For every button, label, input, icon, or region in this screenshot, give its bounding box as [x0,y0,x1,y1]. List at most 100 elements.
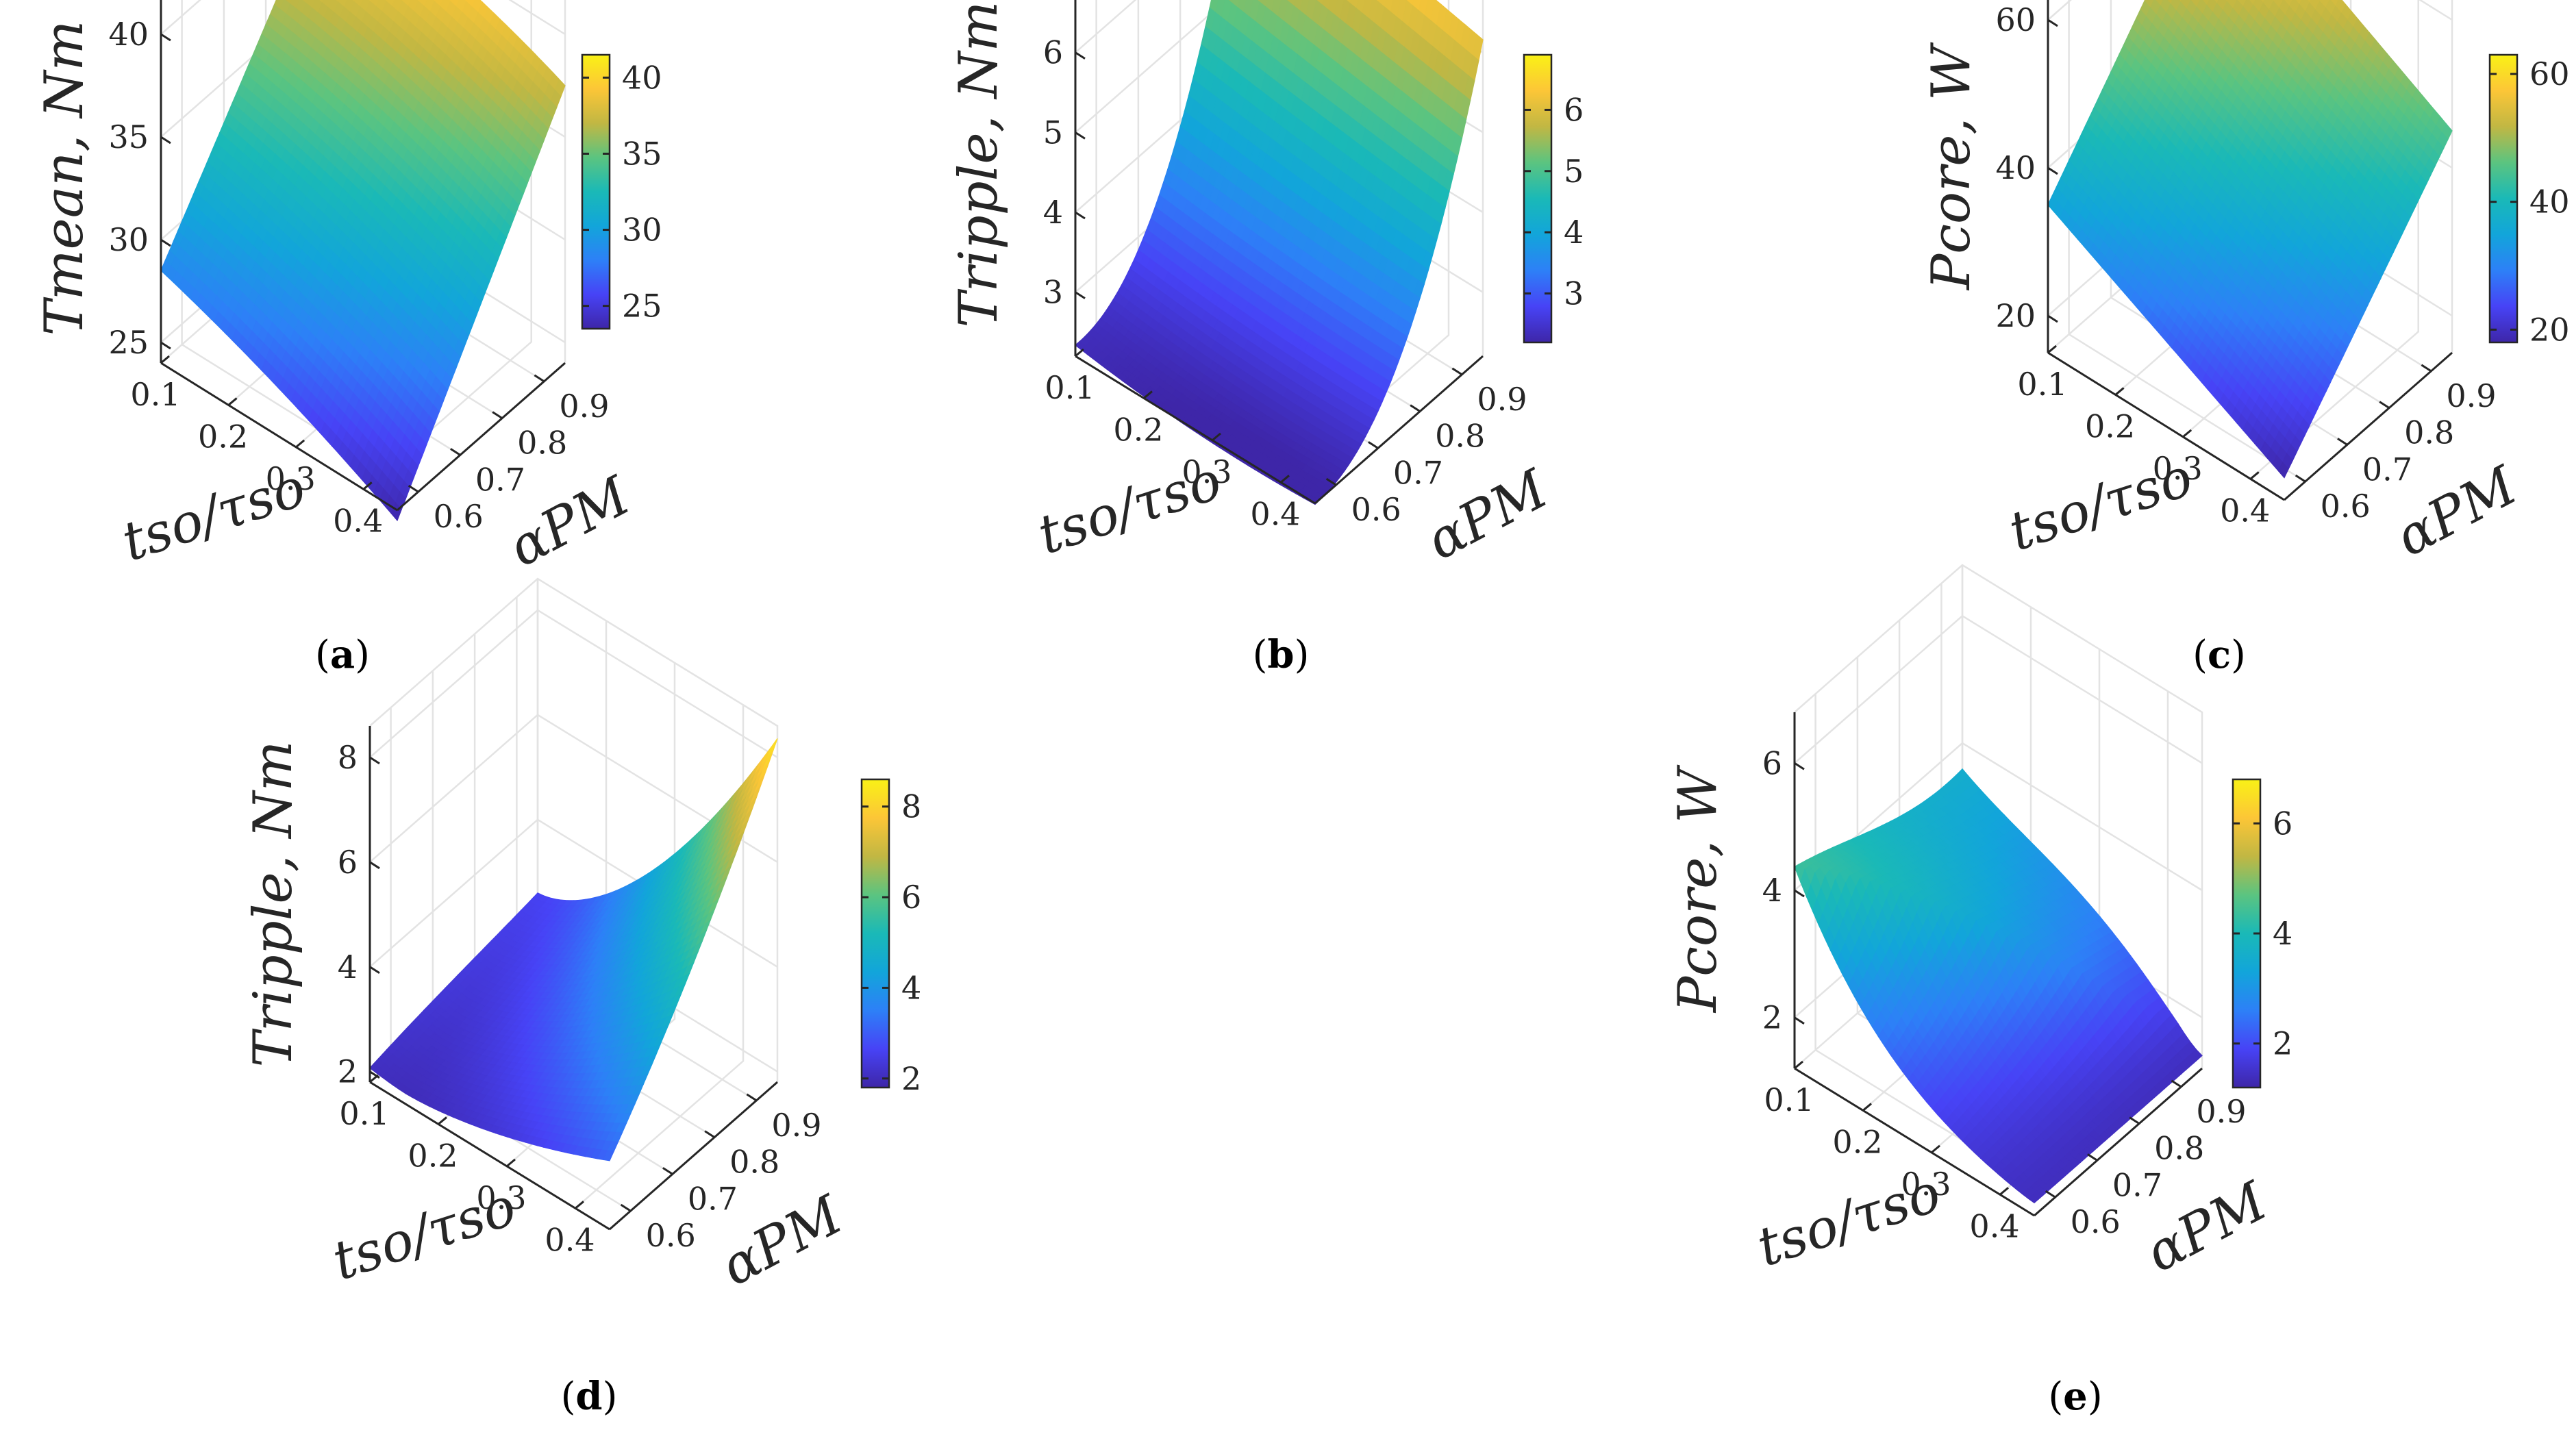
x-tick [2249,471,2260,480]
y-tick [492,411,503,419]
z-tick [2047,314,2058,323]
caption-letter: b [1267,632,1294,677]
colorbar-tick-label: 25 [622,288,662,325]
caption-c: (c) [2192,632,2246,677]
z-tick [2047,18,2058,27]
z-tick-label: 3 [1043,274,1063,311]
colorbar-tick-label: 40 [622,59,662,96]
z-tick [1075,131,1086,140]
x-tick-label: 0.2 [198,418,248,455]
y-tick-label: 0.8 [1435,418,1485,455]
y-tick-label: 0.8 [2404,414,2454,451]
y-tick-label: 0.7 [2362,451,2412,488]
z-tick [2047,166,2058,175]
colorbar-gradient [2488,53,2519,344]
caption-paren-close: ) [2231,633,2246,677]
z-tick-label: 40 [108,16,149,53]
z-axis-label: Pcore, W [1921,42,1982,291]
y-tick [1410,404,1421,412]
x-tick [227,397,238,406]
x-tick [2182,429,2192,438]
x-tick-label: 0.4 [333,502,383,539]
y-tick-label: 0.6 [1351,491,1401,528]
caption-paren-close: ) [1295,633,1310,677]
colorbar-tick-label: 40 [2529,184,2570,221]
z-tick [160,341,171,350]
surface-a [160,0,566,522]
z-tick [1075,291,1086,299]
colorbar-gradient [581,53,611,330]
x-tick [160,355,170,364]
y-tick-label: 0.9 [2446,377,2496,414]
colorbar-tick-label: 4 [1564,214,1584,251]
z-tick-label: 30 [108,221,149,258]
z-tick [160,136,171,145]
z-tick-label: 20 [1995,297,2036,334]
caption-b: (b) [1253,632,1310,677]
x-tick [2047,344,2057,354]
x-tick-label: 0.1 [130,376,180,413]
z-tick-label: 4 [1043,194,1063,231]
y-tick-label: 0.8 [517,425,567,462]
y-tick [2421,364,2432,373]
x-axis-label: tso/τso [2002,447,2200,564]
z-tick [1075,51,1086,60]
y-tick [408,484,419,493]
y-tick [1368,441,1379,449]
caption-paren-open: ( [1253,633,1268,677]
x-tick-label: 0.1 [1045,369,1095,406]
colorbar-tick-label: 35 [622,135,662,172]
x-tick-label: 0.2 [1113,411,1163,448]
x-axis-label: tso/τso [1031,450,1229,567]
y-tick-label: 0.7 [1393,454,1443,491]
y-tick [2295,474,2306,483]
z-axis-label: Tripple, Nm [948,1,1010,327]
caption-letter: a [330,632,355,677]
z-tick-label: 35 [108,118,149,155]
z-tick-label: 6 [1043,34,1063,71]
z-tick-label: 5 [1043,114,1063,151]
z-tick [160,33,171,42]
colorbar-a: 25 30 35 40 [581,53,662,330]
x-tick-label: 0.2 [2085,407,2135,444]
y-tick-label: 0.6 [434,498,484,535]
caption-paren-open: ( [315,633,330,677]
y-tick-label: 0.7 [475,461,525,498]
y-tick [2379,401,2390,409]
y-tick [1451,367,1463,376]
colorbar-gradient [1523,53,1553,344]
x-tick-label: 0.1 [2017,366,2067,403]
colorbar-tick-label: 60 [2529,55,2570,92]
y-tick-label: 0.9 [559,388,609,425]
x-tick [1075,348,1084,357]
caption-letter: c [2208,632,2231,677]
z-tick-label: 40 [1995,149,2036,186]
grid-line [564,0,566,363]
z-axis-label: Tmean, Nm [34,21,95,336]
colorbar-tick-label: 20 [2529,311,2570,348]
caption-paren-open: ( [2192,633,2208,677]
colorbar-tick-label: 6 [1564,91,1584,128]
z-tick-label: 60 [1995,1,2036,38]
x-tick-label: 0.4 [1250,495,1300,532]
colorbar-tick-label: 3 [1564,275,1584,312]
x-tick [2114,387,2125,396]
y-tick-label: 0.6 [2321,488,2371,525]
y-tick [450,448,461,456]
colorbar-tick-label: 5 [1564,153,1584,190]
z-tick [1075,211,1086,220]
colorbar-c: 20 40 60 [2488,53,2570,348]
y-tick [2337,438,2348,446]
colorbar-tick-label: 30 [622,212,662,249]
colorbar-b: 3 4 5 6 [1523,53,1584,344]
z-tick-label: 25 [108,324,149,361]
x-tick [295,439,305,449]
y-tick-label: 0.9 [1477,381,1527,418]
caption-paren-close: ) [355,633,370,677]
x-tick-label: 0.4 [2220,492,2270,529]
y-tick [534,374,545,383]
